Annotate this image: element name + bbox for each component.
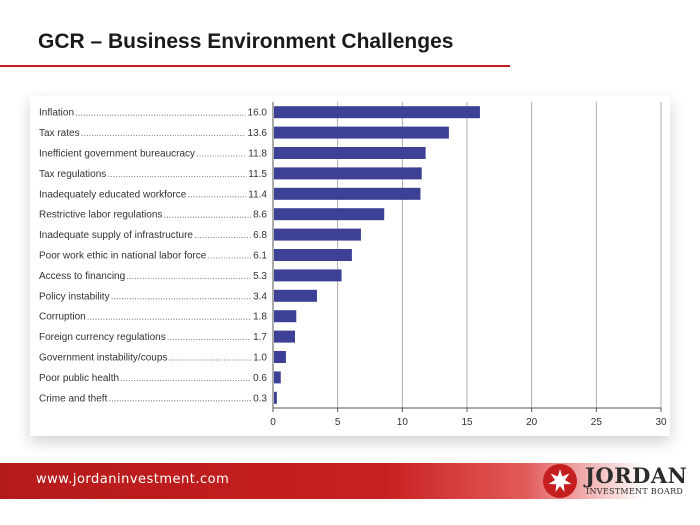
value-label: 3.4	[253, 291, 267, 302]
bar-9	[274, 289, 317, 302]
value-label: 13.6	[248, 128, 268, 139]
value-label: 8.6	[253, 210, 267, 221]
x-tick-label: 0	[270, 417, 276, 428]
bar-chart: 0 5 10 15 20 25 30 Inflation 16.0 Tax rates 13.6 In…	[39, 102, 667, 428]
bar-12	[274, 351, 286, 363]
value-label: 11.8	[248, 149, 267, 160]
jordan-star-logo-icon	[543, 464, 577, 498]
bar-5	[274, 208, 385, 221]
category-label: Government instability/coups	[39, 353, 167, 364]
value-label: 6.8	[253, 230, 267, 241]
x-tick-label: 5	[335, 417, 341, 428]
category-label: Foreign currency regulations	[39, 332, 166, 343]
x-tick-label: 25	[591, 417, 603, 428]
category-label: Corruption	[39, 312, 86, 323]
slide-title: GCR – Business Environment Challenges	[38, 30, 454, 53]
value-label: 1.8	[253, 312, 267, 323]
logo-name: JORDAN	[585, 463, 688, 488]
value-label: 0.6	[253, 373, 267, 384]
value-label: 11.5	[248, 169, 267, 180]
bar-11	[274, 330, 295, 343]
bar-6	[274, 228, 361, 241]
x-tick-label: 10	[397, 417, 409, 428]
chart-panel: 0 5 10 15 20 25 30 Inflation 16.0 Tax rates 13.6 In…	[30, 96, 670, 436]
x-tick-label: 20	[526, 417, 538, 428]
bar-3	[274, 167, 422, 180]
category-label: Inadequately educated workforce	[39, 189, 187, 200]
value-label: 16.0	[248, 108, 268, 119]
bar-0	[274, 106, 480, 119]
x-tick-label: 15	[461, 417, 473, 428]
bar-14	[274, 391, 277, 404]
category-label: Access to financing	[39, 271, 125, 282]
category-label: Inefficient government bureaucracy	[39, 149, 195, 160]
category-label: Poor public health	[39, 373, 119, 384]
category-label: Crime and theft	[39, 393, 108, 404]
category-label: Poor work ethic in national labor force	[39, 251, 207, 262]
bar-4	[274, 187, 421, 200]
value-label: 6.1	[253, 251, 267, 262]
footer-url: www.jordaninvestment.com	[36, 472, 230, 487]
logo-subtitle: INVESTMENT BOARD	[586, 487, 684, 496]
bar-7	[274, 249, 352, 261]
category-label: Inflation	[39, 108, 74, 119]
bar-1	[274, 126, 449, 139]
category-label: Tax rates	[39, 128, 80, 139]
title-divider	[0, 65, 510, 67]
category-label: Restrictive labor regulations	[39, 210, 162, 221]
bar-13	[274, 371, 281, 384]
value-label: 1.7	[253, 332, 267, 343]
bar-8	[274, 269, 342, 282]
value-label: 5.3	[253, 271, 267, 282]
value-label: 11.4	[248, 189, 267, 200]
value-label: 1.0	[253, 353, 267, 364]
category-label: Policy instability	[39, 291, 110, 302]
bar-2	[274, 147, 426, 159]
x-tick-label: 30	[655, 417, 667, 428]
category-label: Tax regulations	[39, 169, 106, 180]
category-label: Inadequate supply of infrastructure	[39, 230, 193, 241]
bar-10	[274, 310, 297, 323]
footer-band	[0, 463, 700, 499]
value-label: 0.3	[253, 393, 267, 404]
